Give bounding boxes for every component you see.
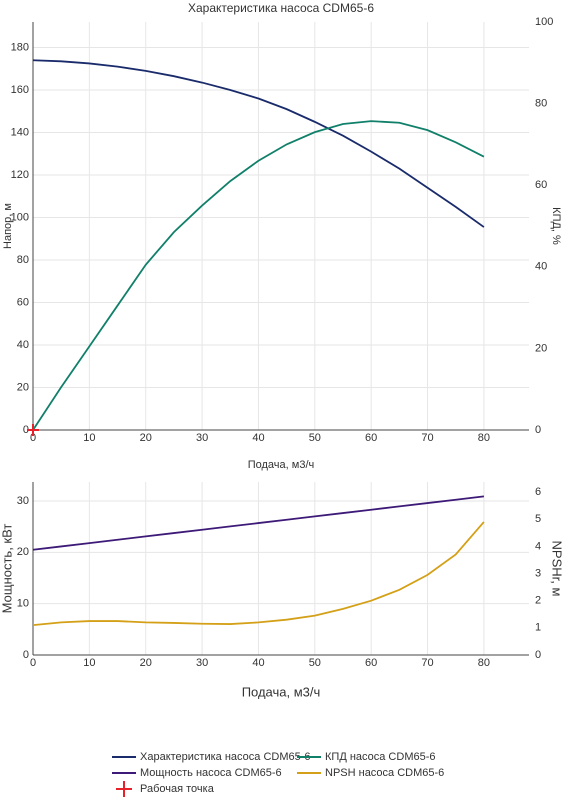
- legend-label: Характеристика насоса CDM65-6: [140, 751, 311, 763]
- x-tick-label: 80: [478, 432, 490, 444]
- legend-marker: [116, 781, 132, 797]
- y-tick-label: 20: [17, 546, 29, 558]
- x-tick-label: 40: [252, 657, 264, 669]
- y-tick-label: 140: [11, 126, 29, 138]
- x-tick-label: 0: [30, 657, 36, 669]
- x-tick-label: 30: [196, 657, 208, 669]
- legend-label: КПД насоса CDM65-6: [325, 751, 436, 763]
- x-tick-label: 10: [83, 432, 95, 444]
- x-axis-label: Подача, м3/ч: [248, 459, 315, 471]
- x-tick-label: 60: [365, 657, 377, 669]
- y-tick-label: 120: [11, 169, 29, 181]
- series-line: [32, 59, 485, 228]
- y-tick-label: 100: [11, 211, 29, 223]
- x-tick-label: 30: [196, 432, 208, 444]
- x-tick-label: 20: [140, 657, 152, 669]
- y2-tick-label: 1: [535, 622, 541, 634]
- x-tick-label: 50: [309, 432, 321, 444]
- x-tick-label: 70: [421, 657, 433, 669]
- y-tick-label: 30: [17, 495, 29, 507]
- x-tick-label: 60: [365, 432, 377, 444]
- y-tick-label: 0: [23, 649, 29, 661]
- y2-tick-label: 2: [535, 595, 541, 607]
- y2-tick-label: 0: [535, 649, 541, 661]
- x-tick-label: 70: [421, 432, 433, 444]
- x-tick-label: 50: [309, 657, 321, 669]
- x-tick-label: 80: [478, 657, 490, 669]
- y-tick-label: 0: [23, 424, 29, 436]
- chart-title: Характеристика насоса CDM65-6: [188, 1, 374, 15]
- series-line: [32, 521, 485, 627]
- y2-tick-label: 0: [535, 424, 541, 436]
- y-tick-label: 20: [17, 381, 29, 393]
- series-line: [32, 495, 485, 551]
- y-tick-label: 60: [17, 296, 29, 308]
- x-tick-label: 40: [252, 432, 264, 444]
- x-tick-label: 20: [140, 432, 152, 444]
- y-tick-label: 180: [11, 41, 29, 53]
- x-tick-label: 10: [83, 657, 95, 669]
- y-tick-label: 40: [17, 339, 29, 351]
- legend-label: NPSH насоса CDM65-6: [325, 767, 444, 779]
- y2-tick-label: 40: [535, 261, 547, 273]
- series-line: [32, 120, 485, 431]
- y-tick-label: 80: [17, 254, 29, 266]
- y2-tick-label: 100: [535, 16, 553, 28]
- x-axis-label: Подача, м3/ч: [242, 684, 321, 699]
- y2-tick-label: 5: [535, 513, 541, 525]
- legend-label: Рабочая точка: [140, 783, 215, 795]
- y2-tick-label: 60: [535, 179, 547, 191]
- y2-tick-label: 6: [535, 486, 541, 498]
- y-axis-label: Напор, м: [2, 203, 14, 249]
- y2-axis-label: КПД, %: [550, 207, 562, 245]
- y2-tick-label: 4: [535, 540, 541, 552]
- y2-axis-label: NPSHr, м: [550, 541, 563, 597]
- y-tick-label: 10: [17, 598, 29, 610]
- working-point: [27, 424, 39, 436]
- y2-tick-label: 20: [535, 342, 547, 354]
- y2-tick-label: 3: [535, 567, 541, 579]
- legend-label: Мощность насоса CDM65-6: [140, 767, 282, 779]
- y-tick-label: 160: [11, 84, 29, 96]
- y-axis-label: Мощность, кВт: [0, 524, 14, 614]
- y2-tick-label: 80: [535, 98, 547, 110]
- x-tick-label: 0: [30, 432, 36, 444]
